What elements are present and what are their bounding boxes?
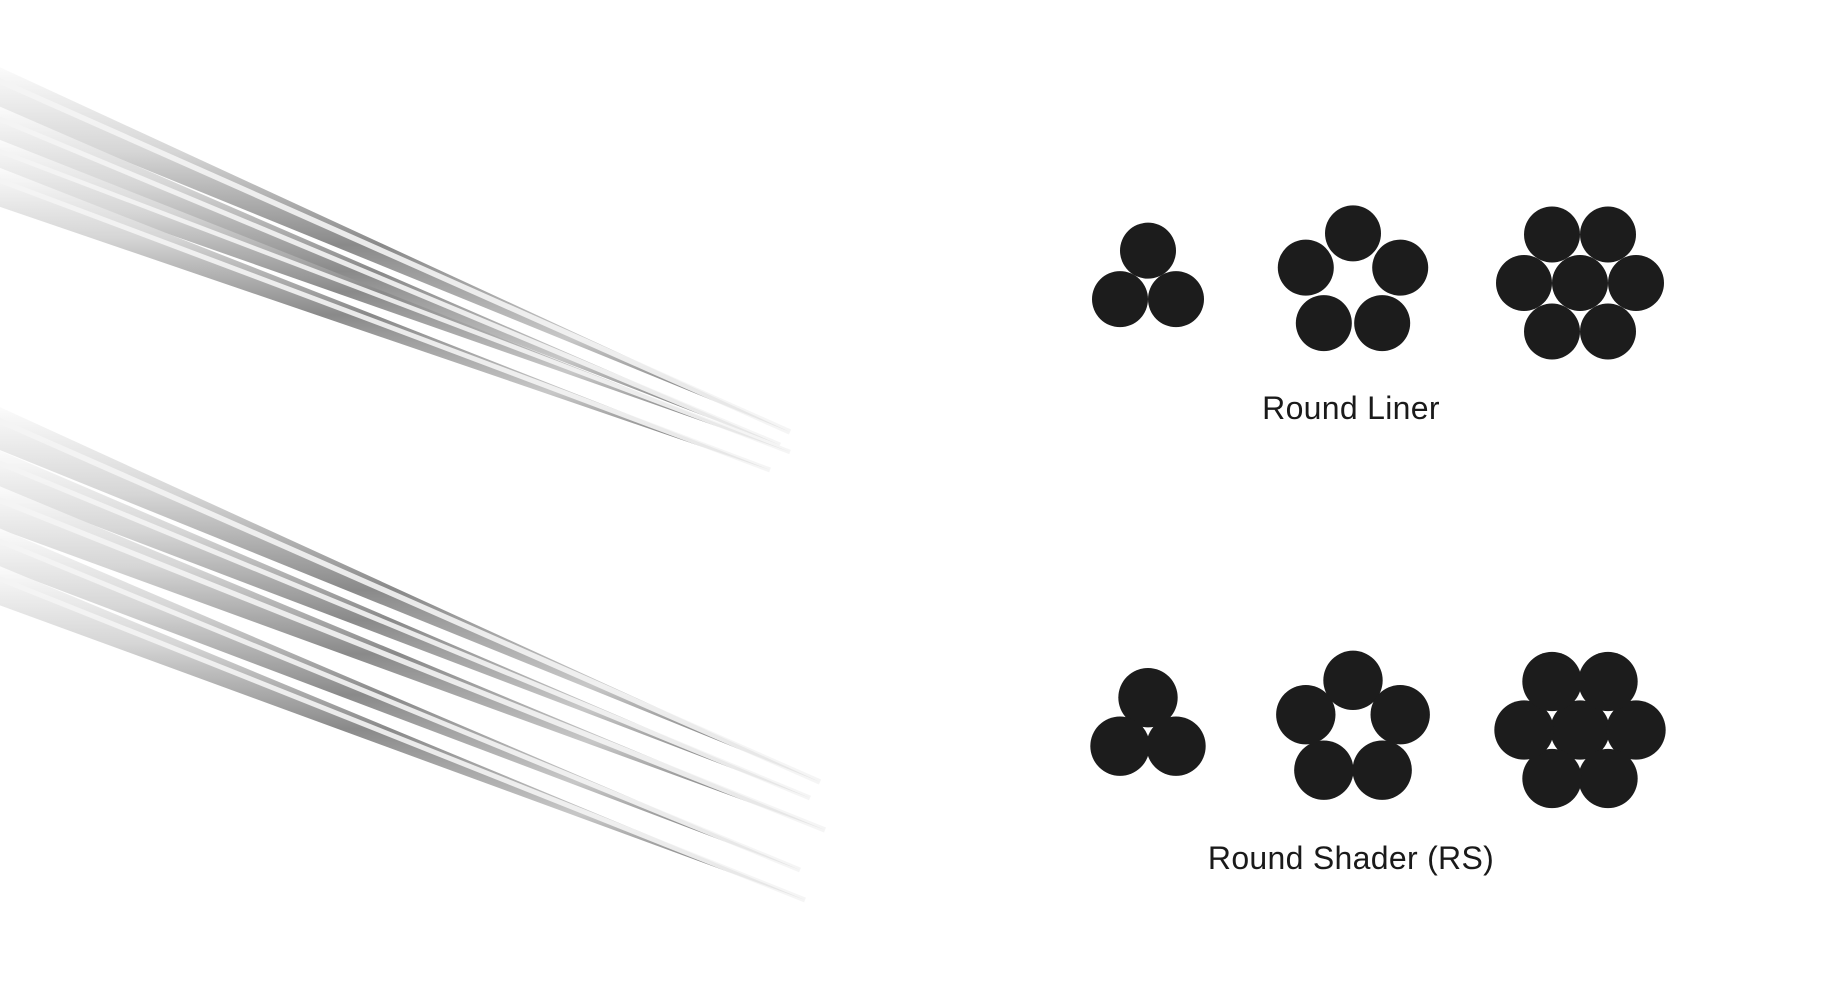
round-shader-7-needle-cluster (1494, 651, 1666, 809)
shader-needle-highlight (0, 418, 822, 785)
needle-dot (1580, 303, 1636, 360)
liner-needle-highlight (0, 148, 791, 455)
round-shader-5-needle-cluster (1276, 650, 1430, 800)
round-shader-needles-illustration (0, 407, 827, 903)
shader-needle-highlight (0, 576, 806, 903)
liner-needle-highlight (0, 116, 781, 448)
needle-dot (1294, 740, 1354, 800)
needle-dot (1372, 239, 1429, 296)
round-liner-label: Round Liner (1262, 390, 1440, 426)
needle-dot (1090, 716, 1150, 776)
liner-needle (0, 139, 790, 452)
needle-dot (1494, 700, 1554, 760)
needle-dot (1276, 684, 1336, 745)
needle-dot (1550, 700, 1610, 760)
needle-dot (1608, 255, 1664, 311)
needle-dot (1370, 684, 1430, 745)
liner-needle-highlight (0, 78, 792, 435)
needle-dot (1120, 222, 1176, 279)
needle-dot (1118, 667, 1178, 728)
needle-dot (1295, 295, 1352, 352)
needle-dot (1496, 255, 1552, 311)
needle-dot (1323, 650, 1383, 711)
needle-dot (1522, 748, 1582, 809)
shader-needle-highlight (0, 497, 827, 833)
liner-needle (0, 67, 790, 432)
shader-needle (0, 450, 810, 798)
needle-dot (1578, 651, 1638, 712)
shader-needle (0, 528, 800, 870)
shader-needle-highlight (0, 538, 801, 873)
needle-dot (1148, 271, 1204, 328)
round-liner-configurations (1092, 205, 1664, 360)
round-shader-3-needle-cluster (1090, 667, 1206, 776)
needle-dot (1354, 295, 1411, 352)
needle-dot (1277, 239, 1334, 296)
liner-needle (0, 167, 770, 470)
round-liner-5-needle-cluster (1277, 205, 1429, 352)
shader-needle (0, 407, 820, 782)
needle-dot (1606, 700, 1666, 760)
shader-needle (0, 566, 805, 900)
needle-dot (1524, 303, 1580, 360)
liner-needle (0, 106, 780, 445)
liner-needle-highlight (0, 177, 771, 473)
round-shader-label: Round Shader (RS) (1207, 840, 1495, 876)
round-shader-configurations (1090, 650, 1666, 809)
round-liner-7-needle-cluster (1496, 206, 1664, 360)
needle-dot (1352, 740, 1412, 800)
needle-dot (1092, 271, 1148, 328)
round-liner-needles-illustration (0, 67, 792, 473)
needle-dot (1524, 206, 1580, 263)
shader-needle-highlight (0, 460, 811, 801)
needle-dot (1552, 255, 1608, 311)
needle-dot (1146, 716, 1206, 776)
needle-dot (1580, 206, 1636, 263)
needle-dot (1325, 205, 1381, 262)
shader-needle (0, 486, 825, 830)
round-liner-3-needle-cluster (1092, 222, 1204, 328)
needle-dot (1578, 748, 1638, 809)
needle-dot (1522, 651, 1582, 712)
